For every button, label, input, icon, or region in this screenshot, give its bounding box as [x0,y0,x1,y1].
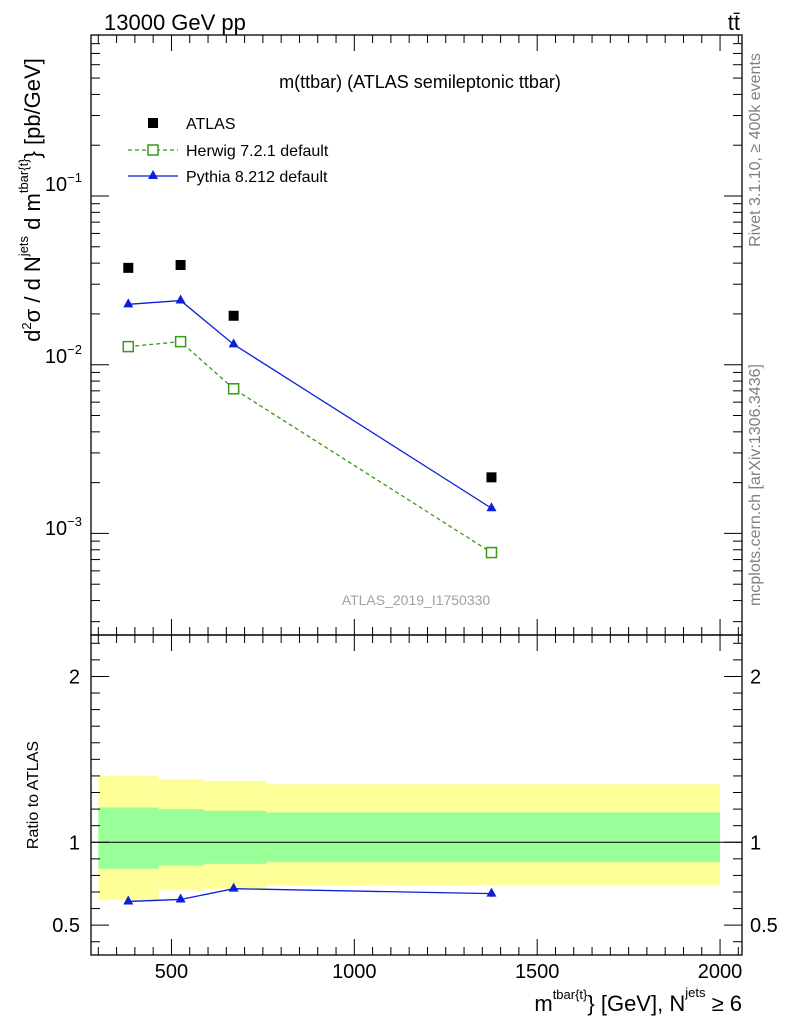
herwig-data-point [227,383,240,395]
herwig-data-point [485,546,498,559]
x-axis-label: mtbar{t}} [GeV], Njets ≥ 6 [534,985,742,1016]
analysis-watermark: ATLAS_2019_I1750330 [342,592,491,608]
pythia-ratio-point [486,887,497,897]
pythia-ratio-point [175,893,186,903]
xtick-label: 500 [155,961,188,983]
uncertainty-band-inner [266,812,721,863]
legend: ATLAS Herwig 7.2.1 default Pythia 8.212 … [128,116,329,186]
rivet-label: Rivet 3.1.10, ≥ 400k events [747,53,764,247]
pythia-data-point [175,294,186,304]
atlas-data-point [228,310,239,321]
ratio-ytick-label-left: 0.5 [52,915,80,937]
main-ytick-label-1: 10−1 [45,170,82,196]
main-y-axis-label: d2σ / d Njets d mtbar{t}} [pb/GeV] [16,58,45,342]
pythia-data-point [228,338,239,348]
xtick-label: 1000 [332,961,377,983]
legend-herwig-marker [147,144,159,156]
main-panel: m(ttbar) (ATLAS semileptonic ttbar) d2σ … [16,34,743,636]
main-ytick-label-2: 10−2 [45,342,82,368]
ratio-panel: 0.5 0.5 1 1 2 2 500 1000 1500 2000 Ratio to ATLAS… [25,634,778,1016]
ratio-bands [98,775,721,901]
process-label: 13000 GeV pp [104,10,246,35]
atlas-data-point [123,262,134,273]
main-series-lines [128,299,492,554]
ratio-y-axis-label: Ratio to ATLAS [25,741,42,849]
ratio-ytick-label-right: 0.5 [750,915,778,937]
xtick-label: 2000 [698,961,743,983]
legend-pythia-label: Pythia 8.212 default [186,169,328,186]
ratio-ytick-label-left: 2 [69,666,80,688]
herwig-series-line [128,340,492,554]
uncertainty-band-inner [204,810,267,864]
pythia-ratio-point [228,882,239,892]
ratio-ytick-label-left: 1 [69,832,80,854]
uncertainty-band-inner [98,807,159,869]
pythia-series-line [128,299,492,509]
pythia-data-point [123,298,134,308]
legend-pythia-marker [148,170,158,179]
final-state-label: tt̄ [728,10,740,35]
main-title: m(ttbar) (ATLAS semileptonic ttbar) [279,72,561,92]
pythia-data-point [486,502,497,512]
legend-atlas-marker [148,118,158,128]
legend-atlas-label: ATLAS [186,116,236,133]
main-ticks [91,34,742,635]
atlas-data-point [486,472,497,483]
atlas-data-point [175,259,186,270]
ratio-frame [90,634,743,956]
xtick-label: 1500 [515,961,560,983]
main-ytick-label-3: 10−3 [45,514,82,540]
ratio-ytick-label-right: 1 [750,832,761,854]
ratio-ticks: 0.5 0.5 1 1 2 2 500 1000 1500 2000 [52,635,778,983]
ratio-series [123,882,497,905]
herwig-data-point [174,335,187,348]
pythia-ratio-point [123,895,134,905]
herwig-data-point [122,340,135,353]
ratio-ytick-label-right: 2 [750,666,761,688]
mcplots-label: mcplots.cern.ch [arXiv:1306.3436] [747,364,764,606]
uncertainty-band-inner [158,809,205,866]
pythia-ratio-line [128,888,492,903]
main-series-markers [122,259,498,559]
legend-herwig-label: Herwig 7.2.1 default [186,143,329,160]
